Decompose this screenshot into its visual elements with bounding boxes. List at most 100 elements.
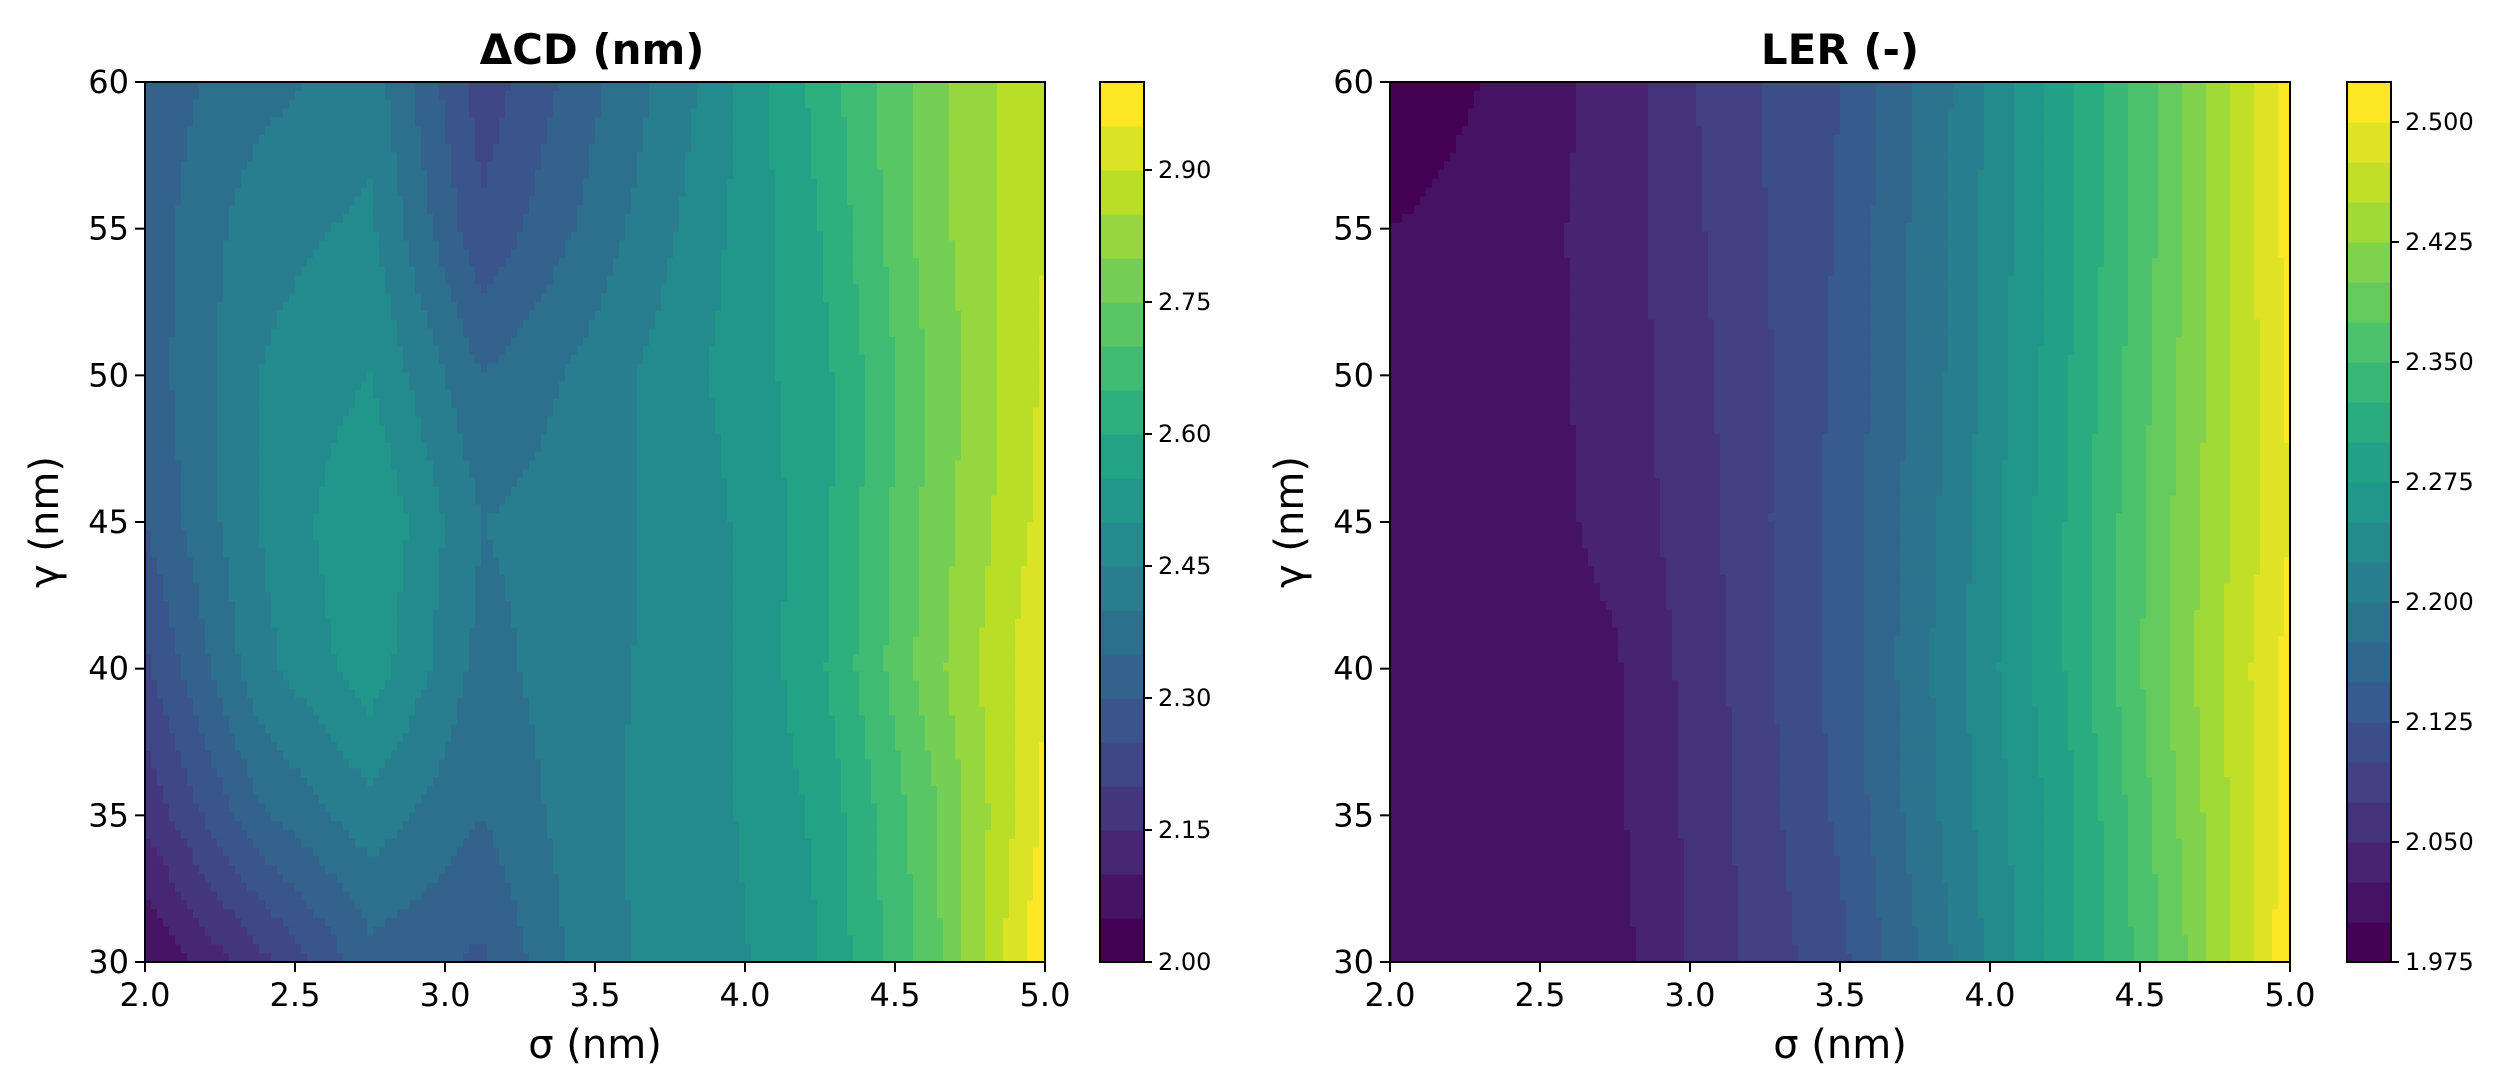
contour-cell <box>469 82 512 92</box>
contour-cell <box>1414 205 1571 215</box>
contour-cell <box>541 293 602 303</box>
contour-cell <box>835 742 866 752</box>
contour-cell <box>2224 768 2255 778</box>
contour-cell <box>2116 618 2141 629</box>
contour-cell <box>1912 214 1949 224</box>
contour-cell <box>523 926 566 937</box>
contour-cell <box>145 222 176 233</box>
contour-cell <box>223 240 320 250</box>
contour-cell <box>2158 178 2183 189</box>
contour-cell <box>1570 363 1655 373</box>
contour-cell <box>397 645 434 655</box>
contour-cell <box>787 583 830 593</box>
contour-cell <box>1648 214 1703 224</box>
contour-cell <box>997 363 1040 373</box>
contour-cell <box>829 610 860 620</box>
contour-cell <box>1684 856 1733 866</box>
contour-cell <box>895 346 926 356</box>
contour-cell <box>2260 425 2285 435</box>
x-tick-label: 5.0 <box>1020 976 1071 1014</box>
contour-cell <box>2254 82 2279 92</box>
contour-cell <box>859 689 890 699</box>
contour-cell <box>445 117 476 127</box>
contour-cell <box>673 231 728 241</box>
contour-cell <box>1876 865 1907 875</box>
contour-cell <box>1027 900 1046 910</box>
contour-cell <box>1786 882 1841 893</box>
contour-cell <box>1702 187 1769 197</box>
contour-cell <box>223 698 254 708</box>
contour-cell <box>1978 830 2009 840</box>
contour-cell <box>367 372 374 382</box>
contour-cell <box>217 363 260 373</box>
contour-cell <box>2116 680 2141 690</box>
contour-cell <box>1732 777 1781 787</box>
contour-cell <box>1390 231 1565 241</box>
contour-cell <box>1978 372 2009 382</box>
contour-cell <box>445 99 470 109</box>
contour-cell <box>931 768 962 778</box>
contour-cell <box>2272 909 2291 919</box>
contour-cell <box>781 407 836 417</box>
contour-cell <box>469 460 530 470</box>
contour-cell <box>775 222 818 233</box>
contour-cell <box>637 504 728 514</box>
contour-cell <box>1774 636 1823 646</box>
contour-cell <box>997 425 1034 435</box>
contour-cell <box>223 249 314 259</box>
contour-cell <box>1390 926 1637 937</box>
contour-cell <box>961 953 986 963</box>
contour-cell <box>169 354 218 365</box>
contour-cell <box>877 830 908 840</box>
contour-cell <box>181 891 218 901</box>
contour-cell <box>181 187 236 197</box>
contour-cell <box>2152 821 2177 831</box>
contour-cell <box>2044 328 2075 338</box>
contour-cell <box>409 715 458 725</box>
contour-cell <box>1864 768 1901 778</box>
contour-cell <box>427 786 542 796</box>
contour-cell <box>1822 583 1865 593</box>
contour-cell <box>1702 161 1763 171</box>
contour-cell <box>205 926 248 937</box>
contour-cell <box>715 416 782 426</box>
contour-cell <box>949 671 980 681</box>
contour-cell <box>2230 830 2255 840</box>
contour-cell <box>2068 469 2093 479</box>
contour-cell <box>181 460 218 470</box>
contour-cell <box>523 935 566 945</box>
contour-cell <box>2278 874 2291 884</box>
contour-cell <box>1978 856 2009 866</box>
x-axis-label: σ (nm) <box>528 1022 662 1068</box>
contour-cell <box>997 99 1046 109</box>
contour-cell <box>403 205 428 215</box>
contour-cell <box>1900 504 1937 514</box>
contour-cell <box>835 407 866 417</box>
contour-cell <box>2068 733 2099 743</box>
contour-cell <box>1618 645 1673 655</box>
contour-cell <box>1648 266 1709 277</box>
contour-cell <box>1630 882 1685 893</box>
contour-cell <box>625 794 734 805</box>
contour-cell <box>2254 231 2279 241</box>
contour-cell <box>913 249 956 259</box>
contour-cell <box>2158 900 2183 910</box>
contour-cell <box>625 786 734 796</box>
contour-cell <box>1390 891 1631 901</box>
contour-cell <box>2062 645 2093 655</box>
contour-cell <box>781 636 830 646</box>
contour-cell <box>1900 733 1937 743</box>
contour-cell <box>1828 390 1871 400</box>
contour-cell <box>1978 178 2015 189</box>
contour-cell <box>145 425 176 435</box>
contour-cell <box>997 416 1034 426</box>
contour-cell <box>2068 724 2093 734</box>
contour-cell <box>1966 671 2003 681</box>
contour-cell <box>499 557 638 567</box>
contour-cell <box>1762 152 1835 162</box>
contour-cell <box>2044 302 2075 312</box>
contour-cell <box>151 530 188 541</box>
contour-cell <box>1822 592 1865 602</box>
contour-cell <box>457 407 554 417</box>
contour-cell <box>2122 425 2147 435</box>
